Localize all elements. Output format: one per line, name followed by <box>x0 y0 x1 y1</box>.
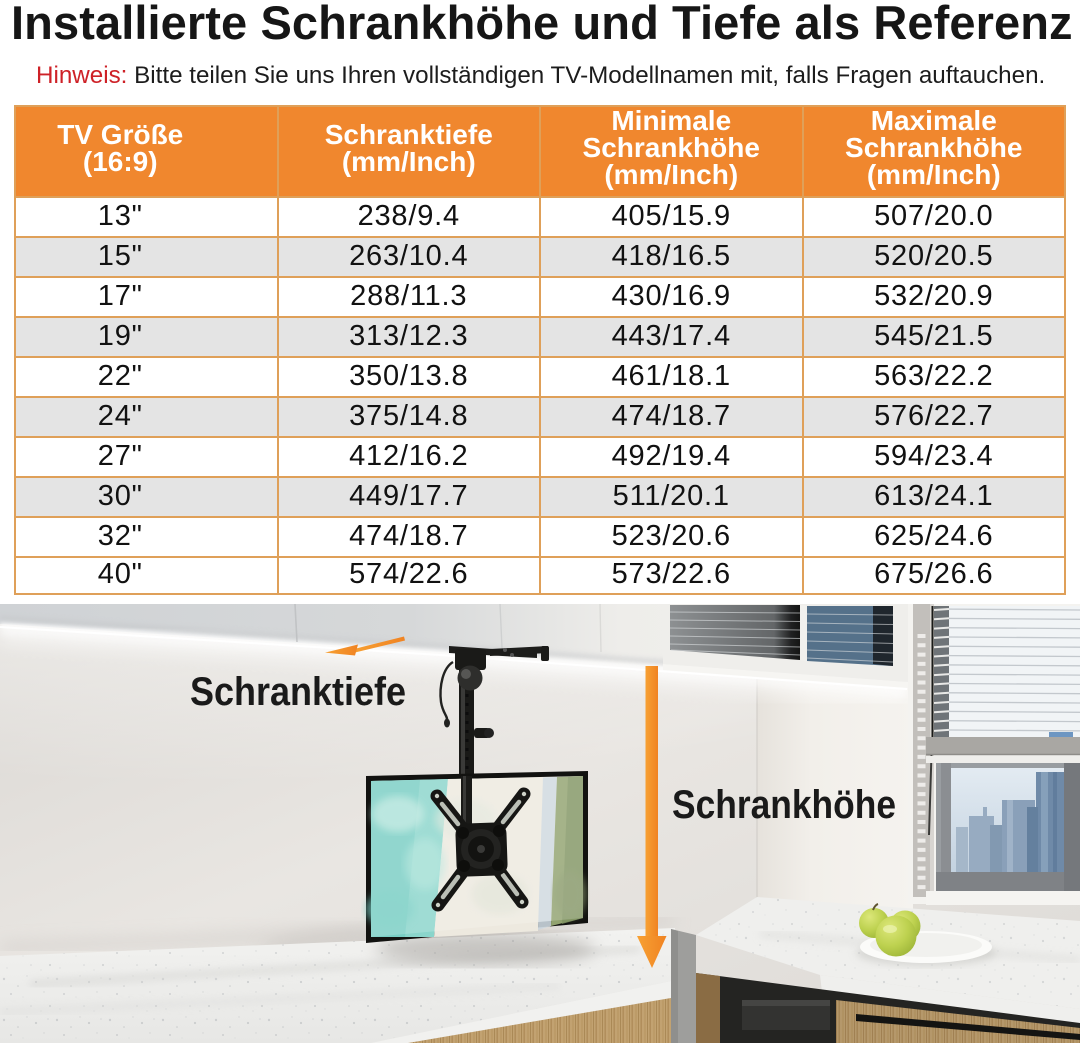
svg-text:Schranktiefe: Schranktiefe <box>190 670 406 714</box>
svg-text:Schrankhöhe: Schrankhöhe <box>672 783 896 827</box>
